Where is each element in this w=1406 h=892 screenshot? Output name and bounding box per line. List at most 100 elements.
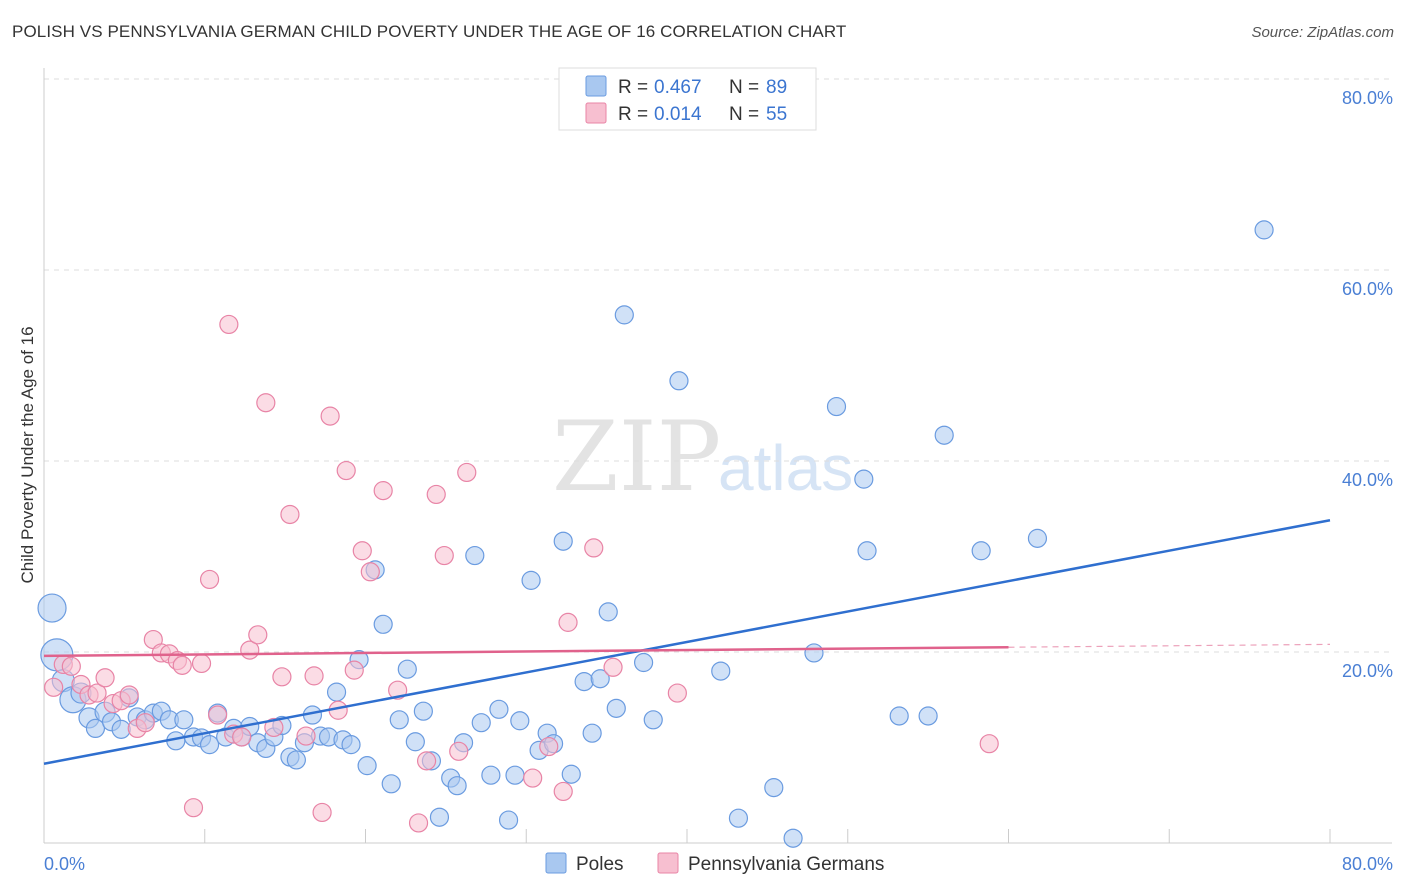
poles-point (413, 701, 433, 721)
pennsylvania-germans-point (352, 541, 372, 561)
poles-point (286, 750, 306, 770)
watermark-atlas: atlas (718, 432, 853, 504)
poles-point (574, 672, 594, 692)
pennsylvania-germans-point (232, 727, 252, 747)
pennsylvania-germans-point (312, 802, 332, 823)
series-swatch-pennsylvania-germans (657, 852, 679, 874)
poles-point (643, 710, 663, 730)
pennsylvania-germans-point (979, 734, 999, 754)
legend-n-label: N = (729, 77, 759, 98)
pennsylvania-germans-trend-line-extension (1008, 643, 1331, 648)
poles-point (783, 828, 803, 848)
y-tick-label: 20.0% (1342, 661, 1393, 681)
pennsylvania-germans-point (208, 705, 228, 725)
pennsylvania-germans-point (183, 798, 204, 818)
pennsylvania-germans-point (336, 460, 356, 481)
legend-n-value: 55 (766, 104, 787, 125)
x-tick-label: 0.0% (44, 854, 85, 874)
chart-source: Source: ZipAtlas.com (1251, 24, 1394, 41)
legend-r-label: R = (618, 104, 648, 125)
pennsylvania-germans-point (360, 562, 380, 582)
poles-point (381, 774, 401, 794)
pennsylvania-germans-point (199, 569, 220, 590)
poles-point (85, 718, 106, 739)
pennsylvania-germans-point (558, 612, 578, 632)
pennsylvania-germans-point (280, 504, 300, 525)
pennsylvania-germans-point (434, 545, 454, 566)
stats-legend: R = 0.467 N = 89 R = 0.014 N = 55 (558, 67, 817, 131)
pennsylvania-germans-point (449, 741, 469, 761)
y-tick-label: 40.0% (1342, 470, 1393, 490)
poles-point (669, 371, 689, 391)
poles-point (711, 661, 731, 681)
poles-point (199, 735, 220, 755)
poles-point (857, 541, 877, 561)
poles-point (37, 593, 67, 623)
pennsylvania-germans-point (344, 660, 364, 680)
x-tick-labels: 0.0% 80.0% (44, 854, 1393, 874)
pennsylvania-germans-point (416, 751, 437, 771)
pennsylvania-germans-point (264, 717, 284, 738)
poles-point (405, 732, 425, 752)
poles-point (633, 652, 654, 673)
y-tick-labels: 20.0% 40.0% 60.0% 80.0% (1342, 88, 1393, 681)
poles-point (889, 706, 909, 726)
poles-point (606, 698, 626, 718)
poles-point (1254, 220, 1274, 240)
y-tick-label: 60.0% (1342, 279, 1393, 299)
poles-point (918, 706, 938, 726)
poles-point (521, 570, 541, 590)
gridlines (44, 78, 1392, 653)
y-tick-label: 80.0% (1342, 88, 1393, 108)
watermark-zip: ZIP (552, 401, 721, 513)
legend-r-value: 0.014 (654, 104, 702, 125)
trend-lines (43, 518, 1331, 765)
poles-point (429, 807, 450, 827)
poles-point (804, 643, 824, 663)
poles-point (598, 602, 618, 622)
poles-point (1027, 528, 1048, 548)
poles-point (389, 710, 409, 730)
poles-point (590, 669, 610, 689)
pennsylvania-germans-point (87, 683, 107, 703)
pennsylvania-germans-point (553, 781, 573, 802)
poles-point (561, 764, 581, 784)
pennsylvania-germans-point (44, 677, 64, 697)
legend-swatch-pennsylvania-germans (585, 102, 607, 124)
pennsylvania-germans-point (135, 713, 155, 733)
pennsylvania-germans-point (95, 668, 115, 688)
poles-trend-line (43, 518, 1331, 765)
poles-point (471, 713, 491, 733)
pennsylvania-germans-point (426, 484, 446, 505)
poles-point (373, 614, 393, 634)
pennsylvania-germans-point (219, 314, 239, 335)
poles-point (854, 469, 874, 489)
legend-swatch-poles (585, 75, 607, 97)
series-legend: Poles Pennsylvania Germans (545, 852, 884, 875)
legend-n-label: N = (729, 104, 759, 125)
pennsylvania-germans-point (296, 726, 316, 746)
pennsylvania-germans-point (408, 813, 429, 833)
poles-point (481, 765, 501, 785)
legend-n-value: 89 (766, 77, 787, 98)
poles-point (510, 711, 530, 731)
pennsylvania-germans-trend-line (43, 645, 1009, 658)
series-label-pennsylvania-germans: Pennsylvania Germans (688, 854, 884, 875)
poles-point (826, 396, 847, 417)
poles-point (174, 710, 194, 730)
pennsylvania-germans-point (172, 655, 192, 675)
poles-point (498, 810, 519, 830)
poles-point (489, 699, 509, 719)
poles-point (465, 545, 485, 566)
poles-point (341, 735, 361, 755)
poles-point (553, 531, 573, 551)
data-points (37, 220, 1274, 848)
series-label-poles: Poles (576, 854, 624, 875)
poles-point (447, 776, 467, 796)
pennsylvania-germans-point (539, 736, 559, 757)
pennsylvania-germans-point (584, 538, 604, 558)
pennsylvania-germans-point (256, 393, 276, 413)
pennsylvania-germans-point (191, 653, 212, 674)
pennsylvania-germans-point (667, 683, 687, 703)
